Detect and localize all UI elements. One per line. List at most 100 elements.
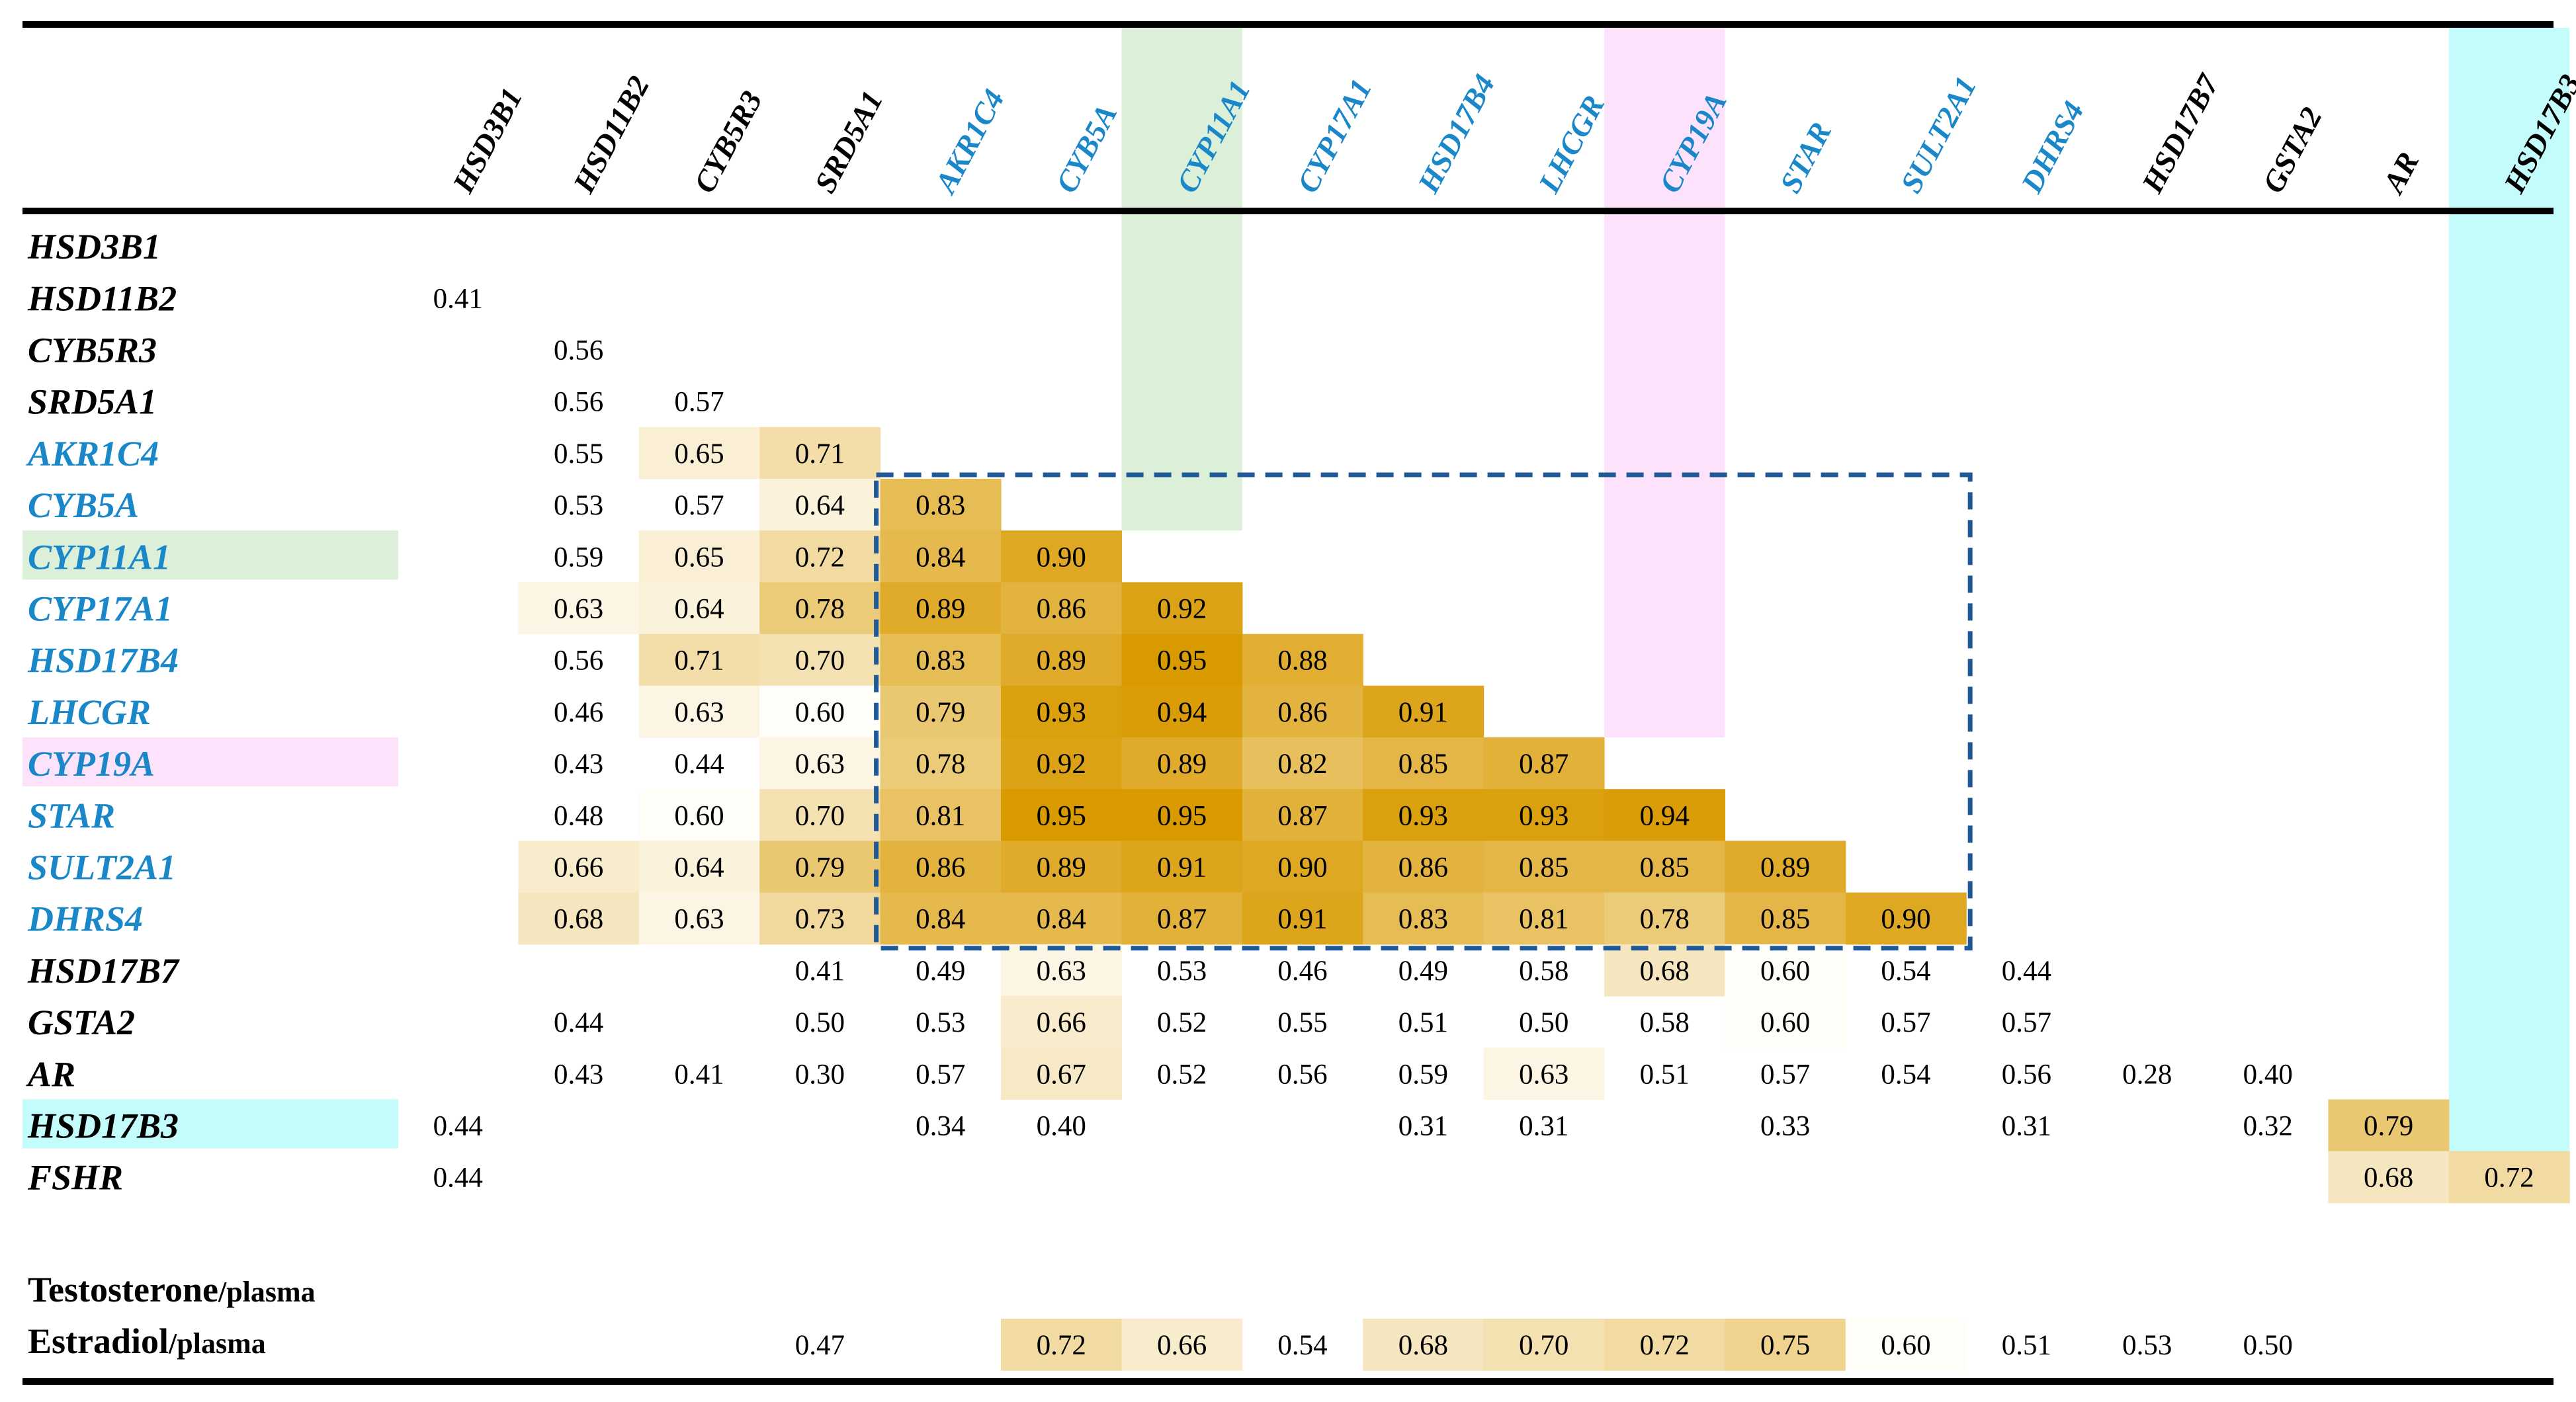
cell-value-estradiol-lhcgr: 0.70 xyxy=(1519,1330,1568,1361)
table-rules xyxy=(22,21,2554,1385)
cell-value-star-cyp11a1: 0.95 xyxy=(1157,800,1207,831)
cell-value-star-srd5a1: 0.70 xyxy=(795,800,845,831)
cell-value-cyp19a-cyb5a: 0.92 xyxy=(1037,749,1086,780)
heatmap-cell-dhrs4-sult2a1 xyxy=(1845,892,1967,945)
row-labels: HSD3B1 HSD11B2 CYB5R3 SRD5A1 AKR1C4 CYB5A CYP1… xyxy=(26,227,180,1198)
cell-value-sult2a1-cyp11a1: 0.91 xyxy=(1157,852,1207,884)
cell-value-cyb5a-hsd11b2: 0.53 xyxy=(554,490,603,521)
heatmap-cell-dhrs4-star xyxy=(1725,892,1846,945)
cell-value-cyp11a1-cyb5a: 0.90 xyxy=(1037,542,1086,573)
heatmap-cell-sult2a1-hsd11b2 xyxy=(518,841,640,893)
column-highlight-hsd17b3 xyxy=(2448,28,2570,1151)
heatmap-cell-cyp17a1-cyb5a xyxy=(1001,582,1122,635)
heatmap-cell-estradiol-hsd17b4 xyxy=(1363,1319,1484,1371)
top-rule xyxy=(22,21,2554,28)
heatmap-cell-cyp19a-akr1c4 xyxy=(880,737,1002,790)
cell-value-estradiol-hsd17b7: 0.53 xyxy=(2122,1330,2172,1361)
heatmap-cell-cyp17a1-cyp11a1 xyxy=(1121,582,1243,635)
cell-value-ar-star: 0.57 xyxy=(1760,1059,1810,1090)
heatmap-cell-estradiol-cyp19a xyxy=(1604,1319,1725,1371)
plasma-row-label-estradiol: Estradiol/plasma xyxy=(28,1321,266,1361)
column-label-cyb5r3: CYB5R3 xyxy=(687,85,769,198)
cell-value-cyp19a-hsd17b4: 0.85 xyxy=(1398,749,1448,780)
cell-value-cyp19a-srd5a1: 0.63 xyxy=(795,749,845,780)
heatmap-cell-dhrs4-cyp19a xyxy=(1604,892,1725,945)
row-label-cyb5r3: CYB5R3 xyxy=(28,331,157,370)
cell-value-hsd17b3-lhcgr: 0.31 xyxy=(1519,1111,1568,1142)
cell-value-cyp11a1-cyb5r3: 0.65 xyxy=(674,542,724,573)
row-label-hsd17b3: HSD17B3 xyxy=(27,1106,179,1146)
row-label-star: STAR xyxy=(28,796,115,835)
cell-value-lhcgr-akr1c4: 0.79 xyxy=(916,697,965,728)
cell-value-hsd17b7-lhcgr: 0.58 xyxy=(1519,956,1568,987)
cell-value-fshr-ar: 0.68 xyxy=(2364,1163,2413,1194)
cell-value-hsd17b3-star: 0.33 xyxy=(1760,1111,1810,1142)
column-label-hsd17b7: HSD17B7 xyxy=(2135,67,2226,198)
heatmap-cell-gsta2-cyb5a xyxy=(1001,996,1122,1048)
cell-value-hsd17b4-cyp11a1: 0.95 xyxy=(1157,645,1207,677)
row-highlight-hsd17b3 xyxy=(22,1099,398,1149)
cell-value-hsd17b7-akr1c4: 0.49 xyxy=(916,956,965,987)
cell-value-cyp11a1-akr1c4: 0.84 xyxy=(916,542,965,573)
cell-value-cyp17a1-srd5a1: 0.78 xyxy=(795,594,845,625)
heatmap-cell-lhcgr-cyp11a1 xyxy=(1121,685,1243,738)
column-label-star: STAR xyxy=(1773,116,1838,198)
heatmap-cell-sult2a1-cyp19a xyxy=(1604,841,1725,893)
row-label-cyp17a1: CYP17A1 xyxy=(28,589,173,629)
cell-value-hsd17b4-cyb5a: 0.89 xyxy=(1037,645,1086,677)
cell-value-ar-hsd11b2: 0.43 xyxy=(554,1059,603,1090)
cell-value-dhrs4-hsd11b2: 0.68 xyxy=(554,904,603,935)
cell-value-lhcgr-hsd17b4: 0.91 xyxy=(1398,697,1448,728)
heatmap-cell-hsd17b4-srd5a1 xyxy=(759,634,881,686)
column-label-hsd17b4: HSD17B4 xyxy=(1411,69,1502,198)
dashed-highlight-box xyxy=(874,472,1973,951)
row-label-akr1c4: AKR1C4 xyxy=(26,434,159,474)
cell-value-dhrs4-akr1c4: 0.84 xyxy=(916,904,965,935)
cell-value-sult2a1-cyb5a: 0.89 xyxy=(1037,852,1086,884)
cell-value-ar-cyb5a: 0.67 xyxy=(1037,1059,1086,1090)
row-highlight-cyp19a xyxy=(22,737,398,787)
cell-value-hsd17b3-cyb5a: 0.40 xyxy=(1037,1111,1086,1142)
cell-value-cyp19a-hsd11b2: 0.43 xyxy=(554,749,603,780)
cell-value-estradiol-cyb5a: 0.72 xyxy=(1037,1330,1086,1361)
cell-value-star-lhcgr: 0.93 xyxy=(1519,800,1568,831)
cell-value-hsd17b3-ar: 0.79 xyxy=(2364,1111,2413,1142)
cell-value-lhcgr-srd5a1: 0.60 xyxy=(795,697,845,728)
heatmap-cell-star-hsd17b4 xyxy=(1363,789,1484,841)
heatmap-cell-dhrs4-cyp17a1 xyxy=(1242,892,1363,945)
cell-value-dhrs4-sult2a1: 0.90 xyxy=(1881,904,1930,935)
heatmap-cell-cyp11a1-cyb5r3 xyxy=(638,530,760,583)
heatmap-cell-hsd17b3-ar xyxy=(2328,1099,2450,1152)
cell-value-estradiol-cyp19a: 0.72 xyxy=(1640,1330,1690,1361)
cell-value-dhrs4-cyp19a: 0.78 xyxy=(1640,904,1690,935)
heatmap-cell-ar-lhcgr xyxy=(1483,1048,1605,1100)
column-label-cyp17a1: CYP17A1 xyxy=(1291,73,1379,198)
cell-value-srd5a1-hsd11b2: 0.56 xyxy=(554,387,603,418)
cell-value-hsd17b7-sult2a1: 0.54 xyxy=(1881,956,1930,987)
column-label-cyb5a: CYB5A xyxy=(1049,99,1123,198)
heatmap-cell-hsd17b7-cyb5a xyxy=(1001,944,1122,997)
heatmap-cell-estradiol-lhcgr xyxy=(1483,1319,1605,1371)
cell-value-hsd17b4-hsd11b2: 0.56 xyxy=(554,645,603,677)
cell-value-gsta2-srd5a1: 0.50 xyxy=(795,1007,845,1038)
heatmap-cell-star-cyb5a xyxy=(1001,789,1122,841)
cell-value-star-cyp19a: 0.94 xyxy=(1640,800,1690,831)
row-label-fshr: FSHR xyxy=(27,1158,123,1198)
heatmap-cell-dhrs4-cyp11a1 xyxy=(1121,892,1243,945)
cell-value-sult2a1-hsd11b2: 0.66 xyxy=(554,852,603,884)
cell-value-cyb5r3-hsd11b2: 0.56 xyxy=(554,335,603,366)
cell-value-ar-lhcgr: 0.63 xyxy=(1519,1059,1568,1090)
heatmap-cell-lhcgr-cyb5r3 xyxy=(638,685,760,738)
cell-value-hsd17b7-srd5a1: 0.41 xyxy=(795,956,845,987)
cell-value-akr1c4-srd5a1: 0.71 xyxy=(795,438,845,470)
heatmap-cell-hsd17b4-cyp11a1 xyxy=(1121,634,1243,686)
cell-value-cyp19a-cyp11a1: 0.89 xyxy=(1157,749,1207,780)
cell-value-dhrs4-hsd17b4: 0.83 xyxy=(1398,904,1448,935)
boxed-block xyxy=(874,472,1973,951)
row-label-sult2a1: SULT2A1 xyxy=(28,848,176,887)
cell-value-hsd17b4-srd5a1: 0.70 xyxy=(795,645,845,677)
cell-value-sult2a1-lhcgr: 0.85 xyxy=(1519,852,1568,884)
column-label-lhcgr: LHCGR xyxy=(1531,90,1611,199)
heatmap-cell-cyp17a1-srd5a1 xyxy=(759,582,881,635)
cell-value-ar-sult2a1: 0.54 xyxy=(1881,1059,1930,1090)
